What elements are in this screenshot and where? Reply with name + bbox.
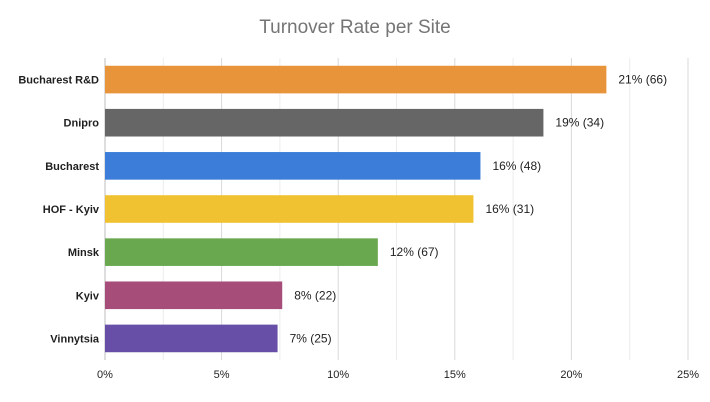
category-label: HOF - Kyiv: [43, 204, 100, 216]
bar: [105, 152, 481, 180]
x-tick-label: 15%: [444, 369, 466, 381]
data-label: 16% (31): [485, 202, 534, 216]
x-tick-label: 25%: [677, 369, 699, 381]
data-label: 8% (22): [294, 288, 336, 302]
bar: [105, 324, 278, 353]
bar-layer: [105, 65, 607, 353]
data-label: 21% (66): [618, 73, 667, 87]
data-label: 7% (25): [290, 331, 332, 345]
chart-title: Turnover Rate per Site: [259, 17, 451, 38]
x-tick-label: 20%: [560, 369, 582, 381]
bar: [105, 65, 607, 94]
x-tick-label: 0%: [97, 369, 113, 381]
x-tick-label: 5%: [214, 369, 230, 381]
category-label: Bucharest R&D: [18, 75, 99, 87]
data-label: 16% (48): [492, 159, 541, 173]
category-label: Vinnytsia: [50, 333, 100, 345]
category-label: Kyiv: [76, 290, 100, 302]
category-label: Minsk: [68, 247, 100, 259]
bar: [105, 108, 544, 137]
bar: [105, 281, 283, 310]
category-label: Dnipro: [64, 118, 100, 130]
data-label: 12% (67): [390, 245, 439, 259]
bar: [105, 238, 378, 266]
x-tick-label: 10%: [327, 369, 349, 381]
data-label: 19% (34): [555, 116, 604, 130]
bar: [105, 195, 474, 223]
category-label: Bucharest: [45, 161, 99, 173]
label-layer: 0% 5% 10% 15% 20% 25% Bucharest R&D 21% (66) Dni…: [18, 73, 699, 381]
